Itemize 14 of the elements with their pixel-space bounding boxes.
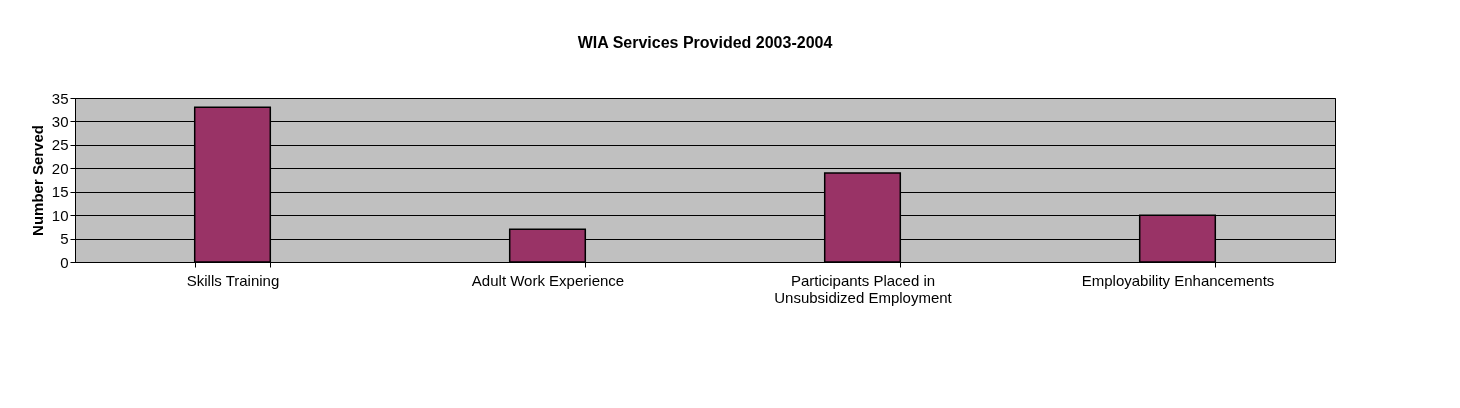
y-tick-label: 20 bbox=[51, 159, 69, 177]
y-tick-label: 10 bbox=[51, 206, 69, 224]
y-tick-label: 15 bbox=[51, 183, 69, 201]
y-tick-label: 25 bbox=[51, 136, 69, 154]
x-tick-label: Employability Enhancements bbox=[1081, 271, 1275, 289]
chart-title: WIA Services Provided 2003-2004 bbox=[577, 34, 833, 51]
x-tick-label: Participants Placed in Unsubsidized Employment bbox=[774, 271, 953, 306]
x-tick-label: Skills Training bbox=[186, 271, 280, 289]
x-tick-label: Adult Work Experience bbox=[471, 271, 625, 289]
y-tick-label: 0 bbox=[60, 253, 69, 271]
y-tick-label: 35 bbox=[51, 89, 69, 107]
y-tick-label: 30 bbox=[51, 112, 69, 130]
y-tick-label: 5 bbox=[60, 230, 69, 248]
y-axis-title: Number Served bbox=[28, 125, 46, 236]
